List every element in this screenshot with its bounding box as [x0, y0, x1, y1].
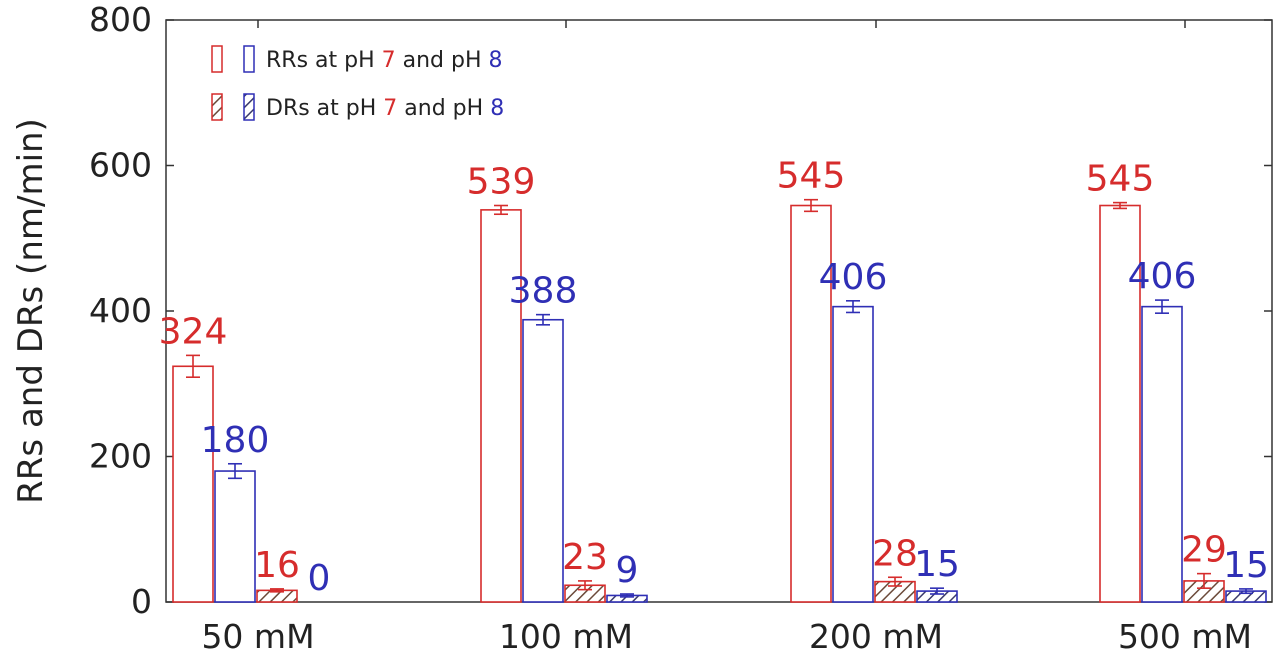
data-label: 539 [467, 162, 536, 203]
data-label: 16 [254, 545, 300, 586]
legend-swatch-ph8 [243, 45, 255, 73]
x-tick-label: 200 mM [809, 617, 943, 656]
y-tick-label: 400 [89, 291, 152, 330]
y-tick-label: 200 [89, 437, 152, 476]
legend-swatch-ph8 [243, 93, 255, 121]
data-labels: 324 539 545 545 180 388 406 406 16 23 28 29 0 9 15 15 [159, 156, 1269, 599]
bar [522, 318, 564, 603]
bar-group [172, 198, 1267, 603]
data-label: 23 [562, 537, 608, 578]
data-label: 180 [201, 420, 270, 461]
data-label: 545 [1086, 159, 1155, 200]
bar [480, 209, 522, 603]
data-label: 406 [819, 257, 888, 298]
bar [832, 305, 874, 603]
y-tick-label: 600 [89, 146, 152, 185]
legend-swatch-ph7 [211, 45, 223, 73]
bar [1099, 204, 1141, 603]
y-tick-label: 800 [89, 0, 152, 39]
bar [790, 204, 832, 603]
data-label: 15 [914, 544, 960, 585]
bar [214, 470, 256, 603]
data-label: 406 [1128, 256, 1197, 297]
bar [172, 365, 214, 603]
data-label: 545 [777, 156, 846, 197]
data-label: 28 [872, 533, 918, 574]
legend: RRs at pH 7 and pH 8 DRs at pH 7 and pH 8 [211, 45, 504, 121]
data-label: 9 [616, 550, 639, 591]
legend-label: DRs at pH 7 and pH 8 [266, 96, 504, 121]
x-tick-label: 50 mM [201, 617, 314, 656]
bar [1141, 305, 1183, 603]
data-label: 0 [308, 558, 331, 599]
y-tick-label: 0 [131, 582, 152, 621]
data-label: 29 [1181, 530, 1227, 571]
data-label: 15 [1223, 545, 1269, 586]
x-axis: 50 mM 100 mM 200 mM 500 mM [201, 20, 1252, 656]
data-label: 324 [159, 311, 228, 352]
y-axis-title: RRs and DRs (nm/min) [11, 118, 51, 504]
x-tick-label: 100 mM [499, 617, 633, 656]
legend-swatch-ph7 [211, 93, 223, 121]
data-label: 388 [509, 271, 578, 312]
y-axis: 0 200 400 600 800 [89, 0, 1272, 621]
x-tick-label: 500 mM [1118, 617, 1252, 656]
legend-label: RRs at pH 7 and pH 8 [266, 48, 503, 73]
